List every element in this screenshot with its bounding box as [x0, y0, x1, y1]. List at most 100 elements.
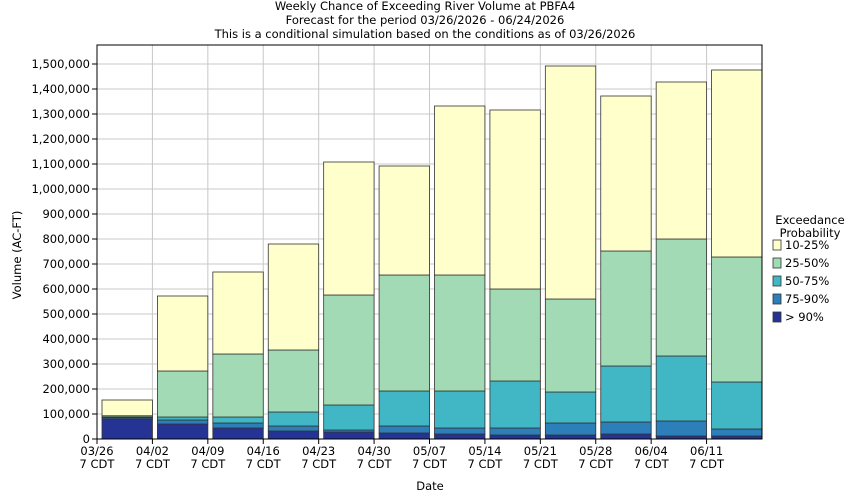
y-tick-label: 1,300,000 [31, 107, 90, 121]
legend-title: Exceedance Probability [775, 213, 844, 240]
y-tick-label: 0 [83, 432, 90, 446]
y-tick-label: 200,000 [42, 382, 90, 396]
bar-segment [544, 434, 597, 440]
bar-segment [434, 390, 486, 429]
x-axis-label: Date [416, 479, 444, 493]
x-tick-label: 04/02 7 CDT [135, 444, 171, 471]
legend-label: 75-90% [785, 292, 829, 306]
bar-segment [711, 256, 763, 383]
bar-segment [489, 109, 541, 290]
bar-segment [434, 427, 486, 435]
bar-segment [600, 433, 652, 440]
bar-segment [600, 421, 652, 435]
bar-segment [600, 365, 652, 423]
x-tick-label: 05/21 7 CDT [523, 444, 559, 471]
bar-segment [434, 433, 486, 440]
y-tick-label: 1,200,000 [31, 132, 90, 146]
bar-segment [711, 428, 763, 437]
legend-label: 25-50% [785, 256, 829, 270]
bar-segment [101, 418, 153, 440]
bar-segment [267, 411, 320, 427]
bar-segment [212, 271, 264, 355]
bar-segment [212, 422, 264, 429]
bar-segment [378, 165, 430, 276]
bar-segment [434, 105, 486, 276]
bar-segment [157, 295, 209, 372]
legend-swatch [772, 275, 782, 287]
chart-subtitle: Forecast for the period 03/26/2026 - 06/… [286, 13, 565, 27]
bar-segment [157, 370, 209, 418]
x-tick-label: 03/26 7 CDT [80, 444, 116, 471]
bar-segment [600, 250, 652, 367]
x-tick-label: 06/04 7 CDT [634, 444, 670, 471]
bar-segment [157, 423, 209, 440]
x-tick-label: 04/30 7 CDT [357, 444, 393, 471]
bar-segment [378, 274, 430, 392]
y-axis-label: Volume (AC-FT) [10, 211, 24, 300]
bar-segment [544, 65, 597, 300]
chart-note: This is a conditional simulation based o… [214, 27, 636, 41]
bar-segment [212, 427, 264, 440]
legend-label: 50-75% [785, 274, 829, 288]
y-tick-label: 1,400,000 [31, 82, 90, 96]
bar-segment [378, 425, 430, 434]
bar-segment [655, 238, 707, 357]
bar-segment [489, 380, 541, 429]
chart-title: Weekly Chance of Exceeding River Volume … [275, 0, 575, 13]
x-tick-label: 05/07 7 CDT [412, 444, 448, 471]
y-tick-label: 100,000 [42, 407, 90, 421]
y-tick-label: 1,000,000 [31, 182, 90, 196]
bar-segment [323, 404, 375, 431]
bar-segment [378, 390, 430, 427]
y-tick-label: 700,000 [42, 257, 90, 271]
legend-label: > 90% [785, 310, 824, 324]
x-tick-label: 05/28 7 CDT [578, 444, 614, 471]
bar-segment [434, 274, 486, 392]
y-tick-label: 600,000 [42, 282, 90, 296]
bar-segment [544, 391, 597, 424]
bar-segment [655, 81, 707, 240]
bar-segment [655, 355, 707, 422]
x-tick-label: 05/14 7 CDT [467, 444, 503, 471]
y-tick-label: 1,500,000 [31, 57, 90, 71]
legend-swatch [772, 311, 782, 323]
y-tick-label: 300,000 [42, 357, 90, 371]
x-tick-label: 04/16 7 CDT [246, 444, 282, 471]
legend-swatch [772, 293, 782, 305]
bar-segment [212, 416, 264, 424]
bar-segment [655, 420, 707, 437]
bar-segment [157, 416, 209, 421]
bar-segment [544, 422, 597, 436]
y-tick-label: 500,000 [42, 307, 90, 321]
bar-segment [157, 419, 209, 425]
bar-segment [489, 434, 541, 440]
y-tick-label: 900,000 [42, 207, 90, 221]
y-tick-label: 1,100,000 [31, 157, 90, 171]
x-tick-label: 04/23 7 CDT [301, 444, 337, 471]
legend-swatch [772, 257, 782, 269]
bar-segment [489, 427, 541, 436]
plot-border [96, 44, 763, 440]
bar-segment [267, 425, 320, 432]
x-tick-label: 04/09 7 CDT [190, 444, 226, 471]
bar-segment [101, 399, 153, 417]
bar-segment [711, 381, 763, 430]
y-tick-label: 800,000 [42, 232, 90, 246]
bar-segment [267, 243, 320, 351]
bar-segment [489, 288, 541, 382]
legend-label: 10-25% [785, 238, 829, 252]
bar-segment [378, 432, 430, 440]
x-tick-label: 06/11 7 CDT [689, 444, 725, 471]
y-tick-label: 400,000 [42, 332, 90, 346]
bar-segment [212, 353, 264, 418]
bar-segment [323, 431, 375, 440]
bar-segment [600, 95, 652, 252]
bar-segment [544, 298, 597, 393]
bar-segment [711, 69, 763, 258]
bar-segment [323, 161, 375, 296]
legend-swatch [772, 239, 782, 251]
bar-segment [267, 349, 320, 413]
bar-segment [323, 294, 375, 406]
bar-segment [267, 430, 320, 440]
